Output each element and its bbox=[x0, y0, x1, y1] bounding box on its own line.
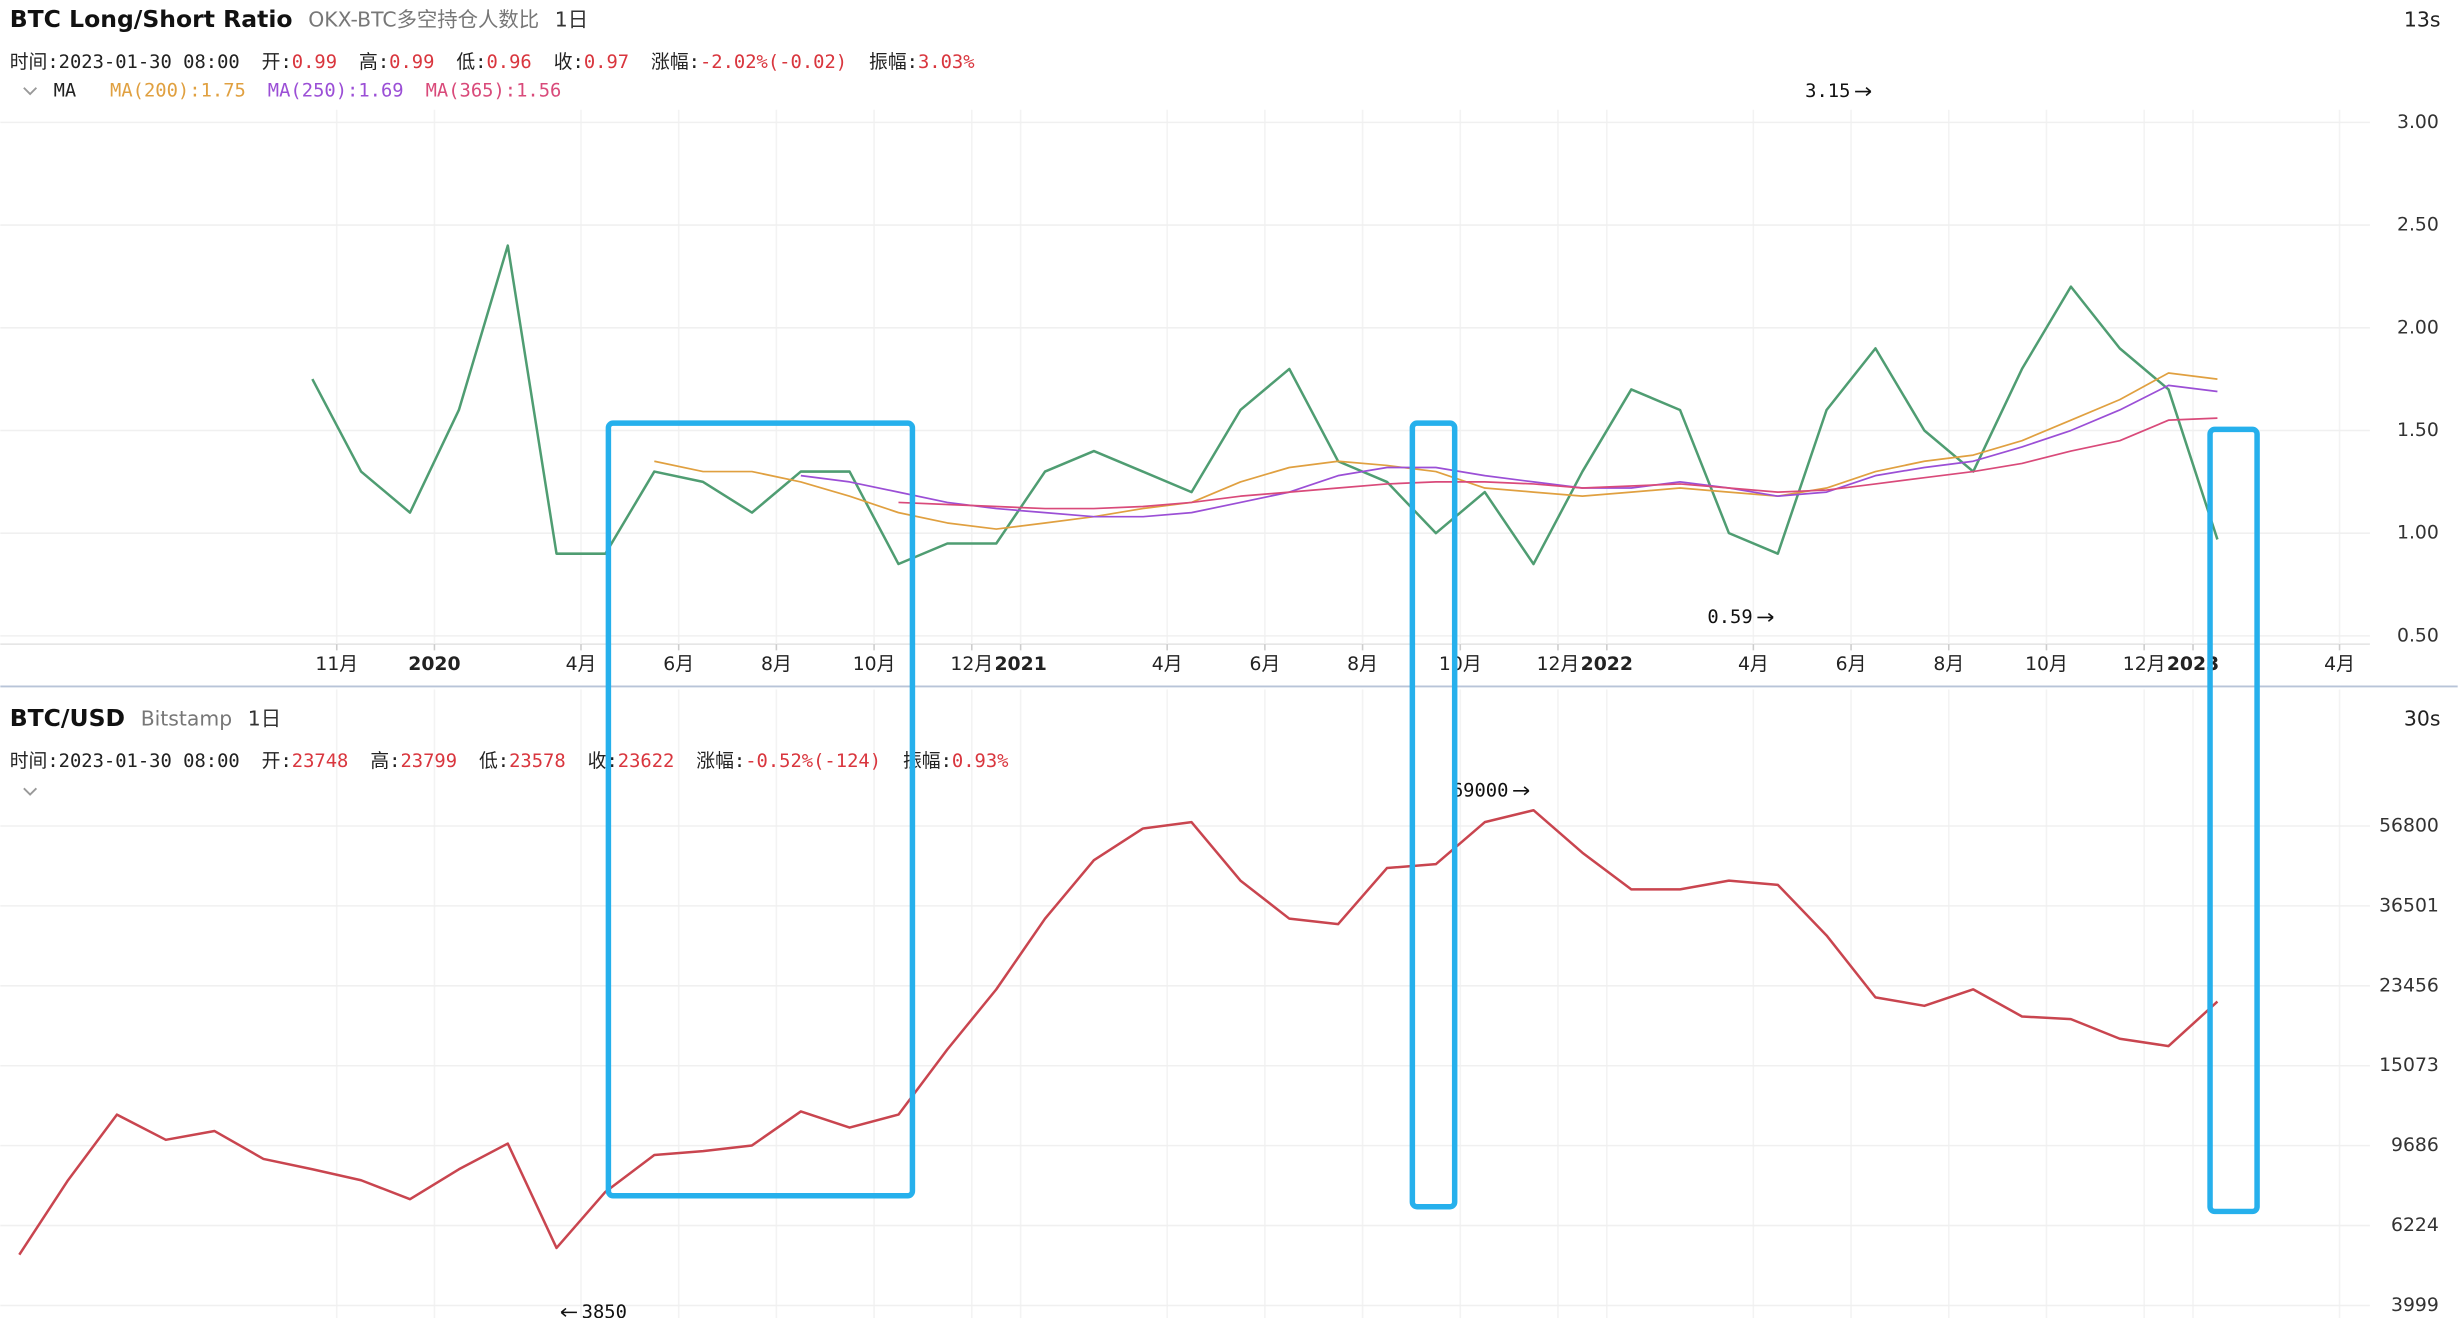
info-value: 0.96 bbox=[486, 52, 531, 73]
info-value: 23578 bbox=[509, 751, 566, 772]
info-value: -0.52%(-124) bbox=[745, 751, 881, 772]
info-label: 振幅: bbox=[903, 750, 952, 772]
info-label: 高: bbox=[359, 51, 389, 73]
indicator-name: MA bbox=[54, 80, 77, 101]
info-label: 低: bbox=[456, 51, 486, 73]
panel-subtitle: OKX-BTC多空持仓人数比 bbox=[308, 7, 539, 31]
x-tick-label: 10月 bbox=[1439, 654, 1482, 675]
annotation-arrow bbox=[1757, 612, 1774, 622]
x-tick-label: 10月 bbox=[2025, 654, 2068, 675]
annotation-label: 3850 bbox=[582, 1302, 627, 1318]
panel-interval: 1日 bbox=[555, 7, 588, 31]
y-tick-label: 1.00 bbox=[2397, 523, 2439, 544]
annotation-arrow bbox=[1513, 786, 1530, 796]
y-tick-label: 1.50 bbox=[2397, 420, 2439, 441]
x-tick-label: 4月 bbox=[2324, 654, 2355, 675]
x-tick-label: 2021 bbox=[994, 654, 1046, 675]
annotation-label: 3.15 bbox=[1805, 81, 1850, 102]
x-tick-label: 6月 bbox=[1249, 654, 1280, 675]
info-value: 0.97 bbox=[584, 52, 629, 73]
info-label: 开: bbox=[262, 751, 292, 772]
ma-line bbox=[898, 417, 2218, 510]
collapse-chevron bbox=[23, 787, 38, 796]
y-tick-label: 23456 bbox=[2379, 975, 2439, 996]
info-label: 收: bbox=[588, 750, 618, 772]
x-tick-label: 8月 bbox=[1347, 654, 1378, 675]
info-value: 0.99 bbox=[389, 52, 434, 73]
x-tick-label: 8月 bbox=[761, 654, 792, 675]
legend-value: 1.69 bbox=[358, 80, 403, 101]
y-tick-label: 36501 bbox=[2379, 895, 2439, 916]
highlight-box bbox=[1409, 420, 1458, 1210]
x-tick-label: 6月 bbox=[663, 654, 694, 675]
x-tick-label: 4月 bbox=[1738, 654, 1769, 675]
x-tick-label: 2022 bbox=[1581, 654, 1633, 675]
y-tick-label: 0.50 bbox=[2397, 625, 2439, 646]
info-value: 23799 bbox=[400, 751, 457, 772]
x-tick-label: 2020 bbox=[408, 654, 460, 675]
collapse-chevron bbox=[23, 87, 38, 96]
x-tick-label: 10月 bbox=[853, 654, 896, 675]
x-tick-label: 8月 bbox=[1933, 654, 1964, 675]
info-label: 涨幅: bbox=[696, 750, 745, 772]
price-line bbox=[18, 808, 2219, 1256]
info-label: 收: bbox=[554, 51, 584, 73]
chart-layer: 0.50 1.00 1.50 2.00 2.50 3.00 11月 2020 4月 6月 8月 10月… bbox=[0, 5, 2440, 1318]
info-label: 涨幅: bbox=[651, 51, 700, 73]
highlight-box bbox=[2207, 426, 2260, 1215]
legend-name: MA(250): bbox=[268, 80, 359, 101]
info-label: 开: bbox=[262, 52, 292, 73]
y-tick-label: 2.50 bbox=[2397, 215, 2439, 236]
panel-subtitle: Bitstamp bbox=[141, 706, 232, 730]
x-tick-label: 12月 bbox=[2123, 654, 2166, 675]
x-tick-label: 6月 bbox=[1836, 654, 1867, 675]
y-tick-label: 2.00 bbox=[2397, 317, 2439, 338]
y-tick-label: 15073 bbox=[2379, 1055, 2439, 1076]
y-tick-label: 6224 bbox=[2391, 1215, 2439, 1236]
panel-interval: 1日 bbox=[248, 706, 281, 730]
info-value: 23748 bbox=[292, 751, 349, 772]
info-label: 时间: bbox=[10, 750, 59, 772]
panel-title: BTC/USD bbox=[10, 704, 125, 732]
info-value: 2023-01-30 08:00 bbox=[59, 751, 240, 772]
legend-name: MA(200): bbox=[110, 80, 201, 101]
annotation-arrow bbox=[560, 1307, 577, 1317]
y-tick-label: 3999 bbox=[2391, 1295, 2439, 1316]
price-line bbox=[311, 244, 2219, 566]
info-label: 振幅: bbox=[869, 51, 918, 73]
annotation-arrow bbox=[1855, 87, 1872, 97]
legend-value: 1.56 bbox=[516, 80, 561, 101]
legend-value: 1.75 bbox=[201, 80, 246, 101]
refresh-timer: 30s bbox=[2404, 706, 2441, 730]
info-label: 高: bbox=[370, 750, 400, 772]
x-tick-label: 2023 bbox=[2167, 654, 2219, 675]
highlight-box bbox=[605, 420, 916, 1199]
info-value: 3.03% bbox=[918, 52, 975, 73]
ma-line bbox=[800, 384, 2218, 518]
y-tick-label: 3.00 bbox=[2397, 112, 2439, 133]
info-value: 23622 bbox=[618, 751, 675, 772]
x-tick-label: 4月 bbox=[566, 654, 597, 675]
info-value: 2023-01-30 08:00 bbox=[59, 52, 240, 73]
x-tick-label: 12月 bbox=[950, 654, 993, 675]
panel-title: BTC Long/Short Ratio bbox=[10, 5, 293, 33]
x-tick-label: 11月 bbox=[315, 654, 358, 675]
x-tick-label: 12月 bbox=[1537, 654, 1580, 675]
x-tick-label: 4月 bbox=[1152, 654, 1183, 675]
annotation-label: 69000 bbox=[1452, 780, 1509, 801]
highlight-boxes bbox=[605, 420, 2260, 1215]
y-tick-label: 9686 bbox=[2391, 1135, 2439, 1156]
refresh-timer: 13s bbox=[2404, 7, 2441, 31]
info-value: 0.99 bbox=[292, 52, 337, 73]
y-tick-label: 56800 bbox=[2379, 815, 2439, 836]
info-value: 0.93% bbox=[952, 751, 1009, 772]
info-label: 时间: bbox=[10, 51, 59, 73]
annotation-label: 0.59 bbox=[1707, 607, 1752, 628]
info-value: -2.02%(-0.02) bbox=[700, 52, 847, 73]
legend-name: MA(365): bbox=[426, 80, 517, 101]
info-label: 低: bbox=[479, 750, 509, 772]
